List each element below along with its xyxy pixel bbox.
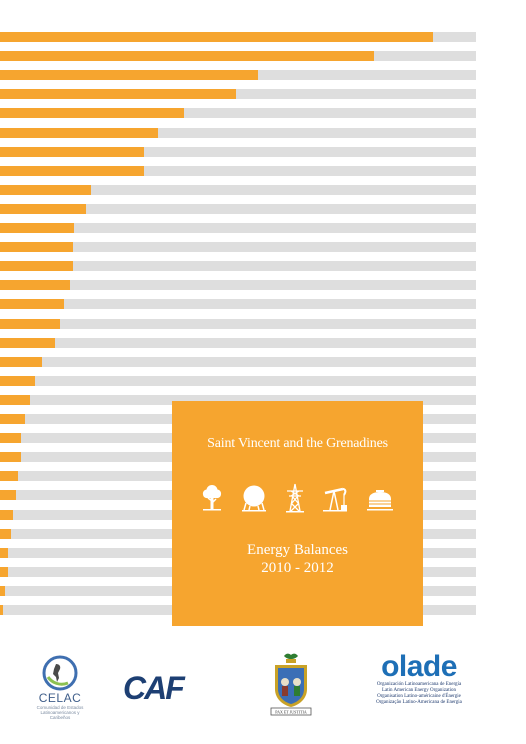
bar-track xyxy=(0,184,476,195)
bar-fill xyxy=(0,394,30,405)
olade-logo: olade Organización Latinoamericana de En… xyxy=(366,652,472,706)
bar-fill xyxy=(0,261,73,272)
bar-fill xyxy=(0,375,36,386)
bar-track xyxy=(0,108,476,119)
bar-track xyxy=(0,165,476,176)
coat-of-arms-icon: PAX ET JUSTITIA xyxy=(270,653,312,716)
fuel-tank-icon xyxy=(365,483,395,513)
country-name: Saint Vincent and the Grenadines xyxy=(207,436,388,451)
bar-track xyxy=(0,356,476,367)
bar-fill xyxy=(0,32,434,42)
bar-track xyxy=(0,261,476,272)
bar-track xyxy=(0,32,476,42)
bar-fill xyxy=(0,433,21,444)
power-tower-icon xyxy=(284,483,306,513)
bar-track xyxy=(0,242,476,253)
bar-fill xyxy=(0,51,374,62)
bar-fill xyxy=(0,184,92,195)
report-years: 2010 - 2012 xyxy=(261,560,334,576)
bar-fill xyxy=(0,490,16,501)
coat-of-arms-logo: PAX ET JUSTITIA xyxy=(268,652,314,725)
bar-track xyxy=(0,337,476,348)
bar-fill xyxy=(0,89,237,100)
bar-fill xyxy=(0,165,145,176)
olade-line-4: Organização Latino-Americana de Energia xyxy=(376,700,462,705)
olade-name: olade xyxy=(381,650,457,683)
bar-fill xyxy=(0,318,60,329)
report-title-line: Energy Balances xyxy=(247,542,348,558)
bar-fill xyxy=(0,471,18,482)
tree-icon xyxy=(200,483,224,513)
bar-fill xyxy=(0,108,185,119)
bar-track xyxy=(0,375,476,386)
bar-fill xyxy=(0,127,158,138)
celac-name: CELAC xyxy=(38,691,82,705)
bar-track xyxy=(0,394,476,405)
bar-fill xyxy=(0,566,9,577)
bar-fill xyxy=(0,70,258,81)
bar-fill xyxy=(0,242,73,253)
bar-fill xyxy=(0,280,70,291)
celac-subtitle-2: Latinoamericanos y Caribeños xyxy=(40,710,80,720)
coat-of-arms-motto: PAX ET JUSTITIA xyxy=(275,710,307,715)
bar-fill xyxy=(0,528,11,539)
bar-fill xyxy=(0,509,13,520)
celac-logo: CELAC Comunidad de Estados Latinoamerica… xyxy=(30,655,90,720)
celac-subtitle-1: Comunidad de Estados xyxy=(36,705,84,710)
caf-name: CAF xyxy=(123,670,185,706)
bar-fill xyxy=(0,605,3,615)
bar-track xyxy=(0,203,476,214)
bar-fill xyxy=(0,299,64,310)
bar-track xyxy=(0,127,476,138)
bar-track xyxy=(0,89,476,100)
storage-tank-icon xyxy=(240,483,268,513)
partner-logos: CELAC Comunidad de Estados Latinoamerica… xyxy=(0,640,526,730)
bar-fill xyxy=(0,356,42,367)
bar-fill xyxy=(0,223,74,233)
celac-emblem-icon xyxy=(42,655,78,691)
bar-fill xyxy=(0,337,56,348)
report-title: Energy Balances 2010 - 2012 xyxy=(172,541,423,577)
olade-line-2: Latin American Energy Organization xyxy=(381,688,457,693)
olade-line-3: Organisation Latino-américaine d'Énergie xyxy=(377,694,461,699)
bar-track xyxy=(0,146,476,157)
bar-fill xyxy=(0,146,145,157)
bar-fill xyxy=(0,585,6,596)
olade-line-1: Organización Latinoamericana de Energía xyxy=(376,682,462,687)
bar-fill xyxy=(0,452,21,463)
bar-fill xyxy=(0,203,87,214)
cover-panel: Saint Vincent and the Grenadines xyxy=(172,401,423,626)
bar-track xyxy=(0,70,476,81)
energy-icons xyxy=(200,481,395,513)
bar-track xyxy=(0,299,476,310)
oil-pump-icon xyxy=(321,483,349,513)
caf-logo: CAF xyxy=(123,670,185,707)
bar-track xyxy=(0,223,476,233)
bar-track xyxy=(0,51,476,62)
bar-track xyxy=(0,280,476,291)
bar-track xyxy=(0,318,476,329)
bar-fill xyxy=(0,414,25,424)
bar-fill xyxy=(0,547,9,558)
